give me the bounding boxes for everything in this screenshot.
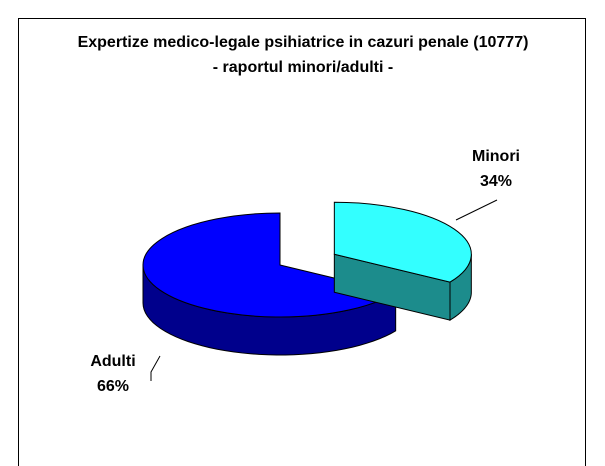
chart-title: Expertize medico-legale psihiatrice in c… <box>77 34 529 76</box>
leader-line <box>455 199 498 221</box>
pie-slice <box>142 212 397 318</box>
value-label: 34% <box>480 173 512 190</box>
slice-label: Minori <box>472 148 520 165</box>
pie-slice <box>333 201 472 283</box>
slice-label: Adulti <box>90 353 135 370</box>
leader-line <box>150 355 161 381</box>
value-label: 66% <box>97 378 129 395</box>
chart-frame <box>18 18 586 466</box>
